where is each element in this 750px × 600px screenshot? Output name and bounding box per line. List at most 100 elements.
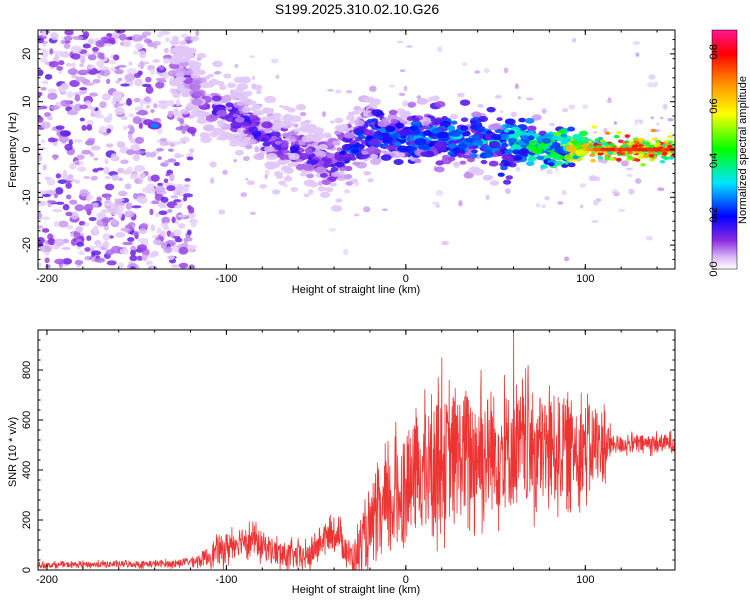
spectrogram-cell (58, 220, 69, 228)
spectrogram-cell (256, 152, 265, 158)
spectrogram-cell (489, 180, 499, 186)
spectrogram-cell (183, 52, 194, 59)
spectrogram-cell (83, 175, 91, 180)
spectrogram-cell (280, 165, 292, 172)
spectrogram-cell (249, 55, 256, 59)
spectrogram-cell (126, 149, 135, 156)
spectrogram-cell (518, 148, 530, 156)
spectrogram-cell (338, 167, 346, 172)
spectrogram-cell (41, 50, 49, 58)
spectrogram-cell (541, 204, 546, 208)
spectrogram-cell (501, 143, 509, 148)
spectrogram-cell (172, 92, 181, 98)
spectrogram-cell (175, 98, 181, 107)
spectrogram-cell (152, 59, 160, 63)
spectrogram-xtick-label: -200 (36, 273, 58, 285)
spectrogram-cell (129, 173, 140, 180)
spectrogram-cell (472, 134, 481, 140)
spectrogram-cell (407, 103, 416, 108)
spectrogram-cell (178, 262, 189, 269)
spectrogram-cell (138, 50, 147, 59)
spectrogram-cell (132, 116, 142, 124)
spectrogram-cell (105, 143, 114, 148)
spectrogram-cell (667, 134, 674, 139)
spectrogram-cell (361, 150, 369, 155)
spectrogram-cell (447, 156, 456, 162)
spectrogram-cell (508, 130, 515, 135)
spectrogram-cell (100, 68, 111, 77)
spectrogram-cell (89, 92, 99, 97)
spectrogram-cell (151, 200, 160, 205)
colorbar-tick-label: 0.6 (708, 98, 720, 113)
spectrogram-cell (52, 208, 63, 213)
spectrogram-cell (127, 237, 135, 242)
spectrogram-cell (86, 124, 93, 131)
spectrogram-cell (627, 151, 633, 155)
spectrogram-cell (137, 195, 148, 204)
spectrogram-cell (150, 109, 155, 113)
spectrogram-cell (329, 182, 338, 187)
spectrogram-cell (172, 141, 182, 145)
spectrogram-cell (223, 132, 235, 140)
spectrogram-cell (338, 128, 346, 133)
spectrogram-cell (175, 45, 184, 51)
spectrogram-cell (640, 162, 646, 167)
spectrogram-cell (179, 108, 190, 115)
spectrogram-cell (95, 242, 103, 249)
spectrogram-cell (38, 262, 42, 268)
spectrogram-cell (505, 175, 513, 180)
spectrogram-cell (180, 33, 188, 39)
spectrogram-cell (159, 141, 169, 147)
spectrogram-cell (57, 85, 64, 93)
spectrogram-cell (561, 190, 567, 196)
spectrogram-cell (168, 148, 174, 152)
spectrogram-cell (115, 232, 126, 238)
spectrogram-cell (159, 230, 166, 237)
spectrogram-cell (164, 47, 169, 54)
spectrogram-cell (138, 228, 148, 235)
spectrogram-cell (469, 125, 477, 130)
spectrogram-cell (278, 180, 287, 186)
spectrogram-cell (434, 166, 445, 173)
spectrogram-cell (450, 143, 458, 149)
spectrogram-cell (471, 141, 479, 147)
spectrogram-cell (563, 154, 575, 162)
spectrogram-cell (507, 137, 517, 144)
spectrogram-cell (126, 68, 137, 75)
spectrogram-cell (102, 240, 110, 249)
spectrogram-cell (279, 154, 291, 161)
spectrogram-cell (341, 144, 352, 150)
spectrogram-cell (155, 212, 160, 218)
spectrogram-cell (517, 140, 526, 145)
spectrogram-cell (186, 245, 195, 252)
spectrogram-cell (484, 149, 492, 154)
spectrogram-cell (172, 229, 182, 237)
spectrogram-cell (644, 142, 651, 146)
spectrogram-cell (190, 73, 200, 80)
spectrogram-cell (513, 155, 523, 161)
spectrogram-cell (196, 52, 207, 59)
spectrogram-cell (74, 204, 85, 212)
spectrogram-cell (632, 137, 639, 141)
spectrogram-cell (74, 94, 81, 102)
spectrogram-cell (182, 193, 194, 198)
spectrogram-cell (248, 126, 259, 134)
spectrogram-cell (353, 161, 360, 166)
snr-panel: -200 -100 0 100 0 200 400 600 800 Height of stra… (7, 329, 676, 596)
spectrogram-cell (650, 128, 657, 133)
spectrogram-cell (38, 190, 48, 195)
spectrogram-cell (38, 69, 44, 77)
spectrogram-cell (377, 120, 388, 128)
spectrogram-cell (593, 199, 599, 206)
spectrogram-cell (363, 170, 371, 176)
spectrogram-cell (482, 174, 493, 181)
spectrogram-cell (152, 239, 162, 245)
spectrogram-cell (308, 181, 319, 188)
spectrogram-cell (447, 150, 456, 156)
spectrogram-cell (158, 64, 165, 71)
spectrogram-cell (124, 73, 136, 82)
spectrogram-cell (190, 35, 200, 42)
spectrogram-cell (654, 129, 660, 132)
spectrogram-cell (146, 183, 155, 190)
